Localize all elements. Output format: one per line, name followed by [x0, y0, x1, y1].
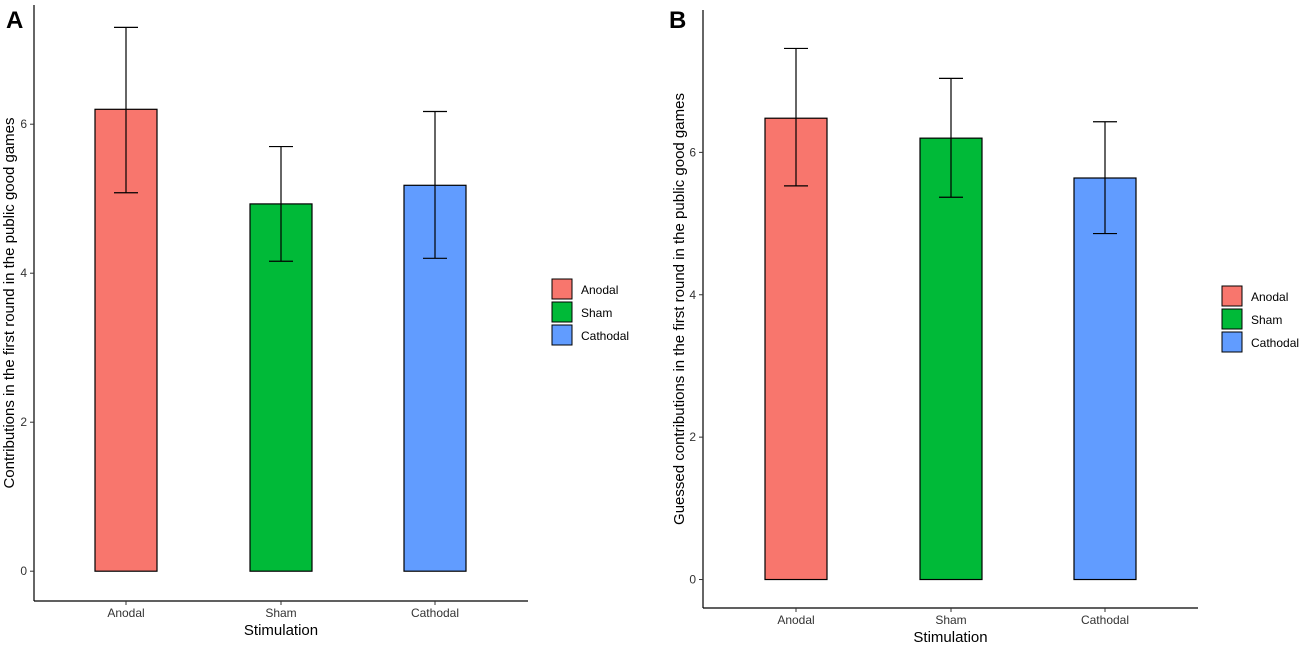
- x-tick-label: Sham: [265, 606, 296, 620]
- x-tick-label: Cathodal: [1081, 613, 1129, 627]
- x-axis-title: Stimulation: [913, 629, 987, 646]
- y-tick-label: 4: [689, 288, 696, 302]
- panel-label: B: [669, 7, 686, 34]
- x-tick-label: Cathodal: [411, 606, 459, 620]
- y-tick-label: 0: [689, 573, 696, 587]
- y-tick-label: 2: [689, 430, 696, 444]
- legend-swatch-sham: [1221, 308, 1243, 330]
- bar-cathodal: [1073, 177, 1137, 581]
- y-tick-label: 2: [20, 415, 27, 429]
- legend: Anodal Sham Cathodal: [1221, 285, 1299, 353]
- legend-label: Cathodal: [1251, 336, 1299, 350]
- legend-label: Sham: [1251, 313, 1282, 327]
- legend-swatch-anodal: [551, 278, 573, 300]
- x-tick-label: Sham: [935, 613, 966, 627]
- y-axis-title: Guessed contributions in the first round…: [671, 93, 688, 525]
- y-tick-label: 0: [20, 564, 27, 578]
- x-axis-title: Stimulation: [244, 622, 318, 639]
- bar-sham: [249, 203, 313, 572]
- bar-sham: [919, 137, 983, 581]
- legend-swatch-anodal: [1221, 285, 1243, 307]
- error-bar-sham: [269, 145, 293, 262]
- legend-label: Cathodal: [581, 329, 629, 343]
- x-tick-label: Anodal: [107, 606, 144, 620]
- legend-label: Anodal: [1251, 290, 1288, 304]
- legend-label: Anodal: [581, 283, 618, 297]
- error-bar-anodal: [784, 47, 808, 187]
- legend-swatch-cathodal: [551, 324, 573, 346]
- chart-panel-a: A 0 2 4 6 Anodal Sham Cathodal Stimulation Contri…: [1, 5, 629, 639]
- legend: Anodal Sham Cathodal: [551, 278, 629, 346]
- legend-label: Sham: [581, 306, 612, 320]
- y-tick-label: 6: [20, 117, 27, 131]
- chart-panel-b: B 0 2 4 6 Anodal Sham Cathodal Stimulation Guesse…: [669, 7, 1299, 646]
- error-bar-cathodal: [423, 110, 447, 259]
- legend-swatch-sham: [551, 301, 573, 323]
- error-bar-anodal: [114, 26, 138, 194]
- y-tick-label: 4: [20, 266, 27, 280]
- panel-label: A: [6, 7, 23, 34]
- error-bar-cathodal: [1093, 121, 1117, 235]
- legend-swatch-cathodal: [1221, 331, 1243, 353]
- error-bar-sham: [939, 77, 963, 198]
- x-tick-label: Anodal: [777, 613, 814, 627]
- y-axis-title: Contributions in the first round in the …: [1, 117, 18, 488]
- y-tick-label: 6: [689, 145, 696, 159]
- bar-anodal: [764, 117, 828, 581]
